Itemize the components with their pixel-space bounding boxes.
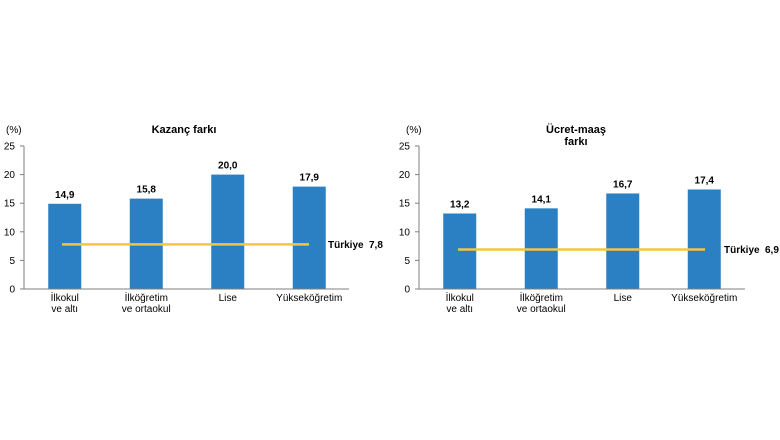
y-tick-label: 25 xyxy=(4,142,16,153)
y-axis-unit: (%) xyxy=(406,125,422,136)
x-category-label: ve altı xyxy=(446,304,473,315)
reference-line-label: Türkiye xyxy=(328,240,364,251)
bar-value-label: 15,8 xyxy=(137,185,157,196)
y-tick-label: 15 xyxy=(399,199,411,210)
chart-title: Kazanç farkı xyxy=(152,124,217,136)
x-category-label: İlköğretim xyxy=(125,291,168,304)
y-tick-label: 20 xyxy=(399,170,411,181)
bar xyxy=(687,189,721,289)
bar xyxy=(211,174,245,289)
y-tick-label: 0 xyxy=(9,285,15,296)
y-axis-unit: (%) xyxy=(6,125,22,136)
bar xyxy=(48,203,82,289)
bar-value-label: 16,7 xyxy=(613,179,633,190)
x-category-label: İlkokul xyxy=(51,291,79,304)
bar xyxy=(443,213,477,289)
x-category-label: İlkokul xyxy=(446,291,474,304)
bar-value-label: 20,0 xyxy=(218,161,238,172)
y-tick-label: 15 xyxy=(4,199,16,210)
y-tick-label: 25 xyxy=(399,142,411,153)
x-category-label: ve ortaokul xyxy=(517,304,566,315)
bar-value-label: 13,2 xyxy=(450,199,470,210)
reference-line-label: Türkiye xyxy=(724,245,760,256)
x-category-label: Lise xyxy=(219,293,238,304)
chart-title: Ücret-maaş xyxy=(546,123,606,136)
bar-value-label: 17,4 xyxy=(695,175,715,186)
y-tick-label: 10 xyxy=(4,227,16,238)
bar xyxy=(292,186,326,289)
bar-value-label: 14,1 xyxy=(532,194,552,205)
y-tick-label: 0 xyxy=(404,285,410,296)
bar xyxy=(606,193,640,289)
x-category-label: İlköğretim xyxy=(520,291,563,304)
x-category-label: ve ortaokul xyxy=(122,304,171,315)
reference-line-value: 6,9 xyxy=(765,245,779,256)
bar-value-label: 14,9 xyxy=(55,190,75,201)
chart-title: farkı xyxy=(564,136,587,148)
reference-line-value: 7,8 xyxy=(369,240,383,251)
x-category-label: Lise xyxy=(614,293,633,304)
bar-value-label: 17,9 xyxy=(300,173,320,184)
x-category-label: Yükseköğretim xyxy=(276,293,342,304)
y-tick-label: 10 xyxy=(399,227,411,238)
y-tick-label: 5 xyxy=(9,256,15,267)
y-tick-label: 20 xyxy=(4,170,16,181)
y-tick-label: 5 xyxy=(404,256,410,267)
x-category-label: ve altı xyxy=(51,304,78,315)
x-category-label: Yükseköğretim xyxy=(671,293,737,304)
